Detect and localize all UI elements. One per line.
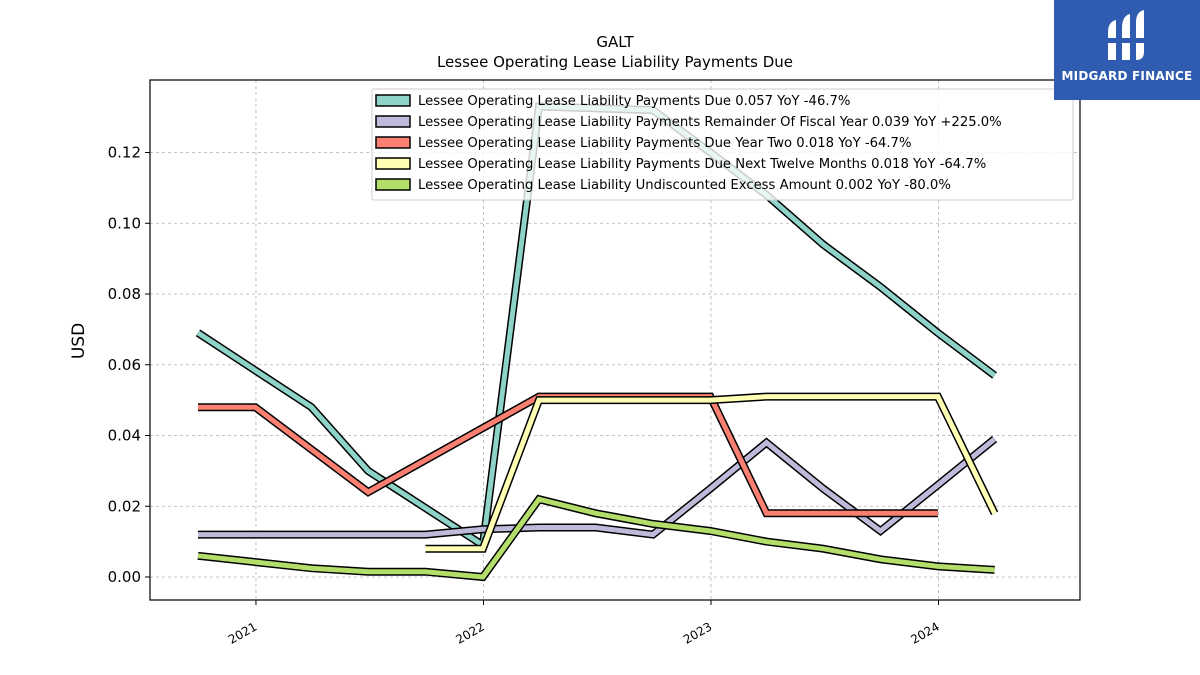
legend-label: Lessee Operating Lease Liability Undisco… bbox=[418, 178, 951, 193]
y-axis-label: USD bbox=[69, 323, 89, 359]
legend-swatch bbox=[375, 157, 411, 170]
x-tick-label: 2024 bbox=[908, 619, 941, 646]
chart-subtitle: Lessee Operating Lease Liability Payment… bbox=[437, 53, 793, 71]
legend: Lessee Operating Lease Liability Payment… bbox=[371, 88, 1074, 201]
chart-title: GALT bbox=[596, 33, 634, 51]
legend-label: Lessee Operating Lease Liability Payment… bbox=[418, 157, 986, 172]
brand-logo-icon bbox=[1106, 10, 1146, 60]
x-tick-label: 2023 bbox=[681, 619, 714, 646]
y-tick-label: 0.10 bbox=[108, 214, 141, 232]
legend-swatch bbox=[375, 136, 411, 149]
y-tick-label: 0.04 bbox=[108, 427, 141, 445]
y-tick-label: 0.00 bbox=[108, 568, 141, 586]
plot-frame bbox=[149, 79, 1081, 601]
brand-logo: MIDGARD FINANCE bbox=[1054, 0, 1200, 100]
legend-swatch bbox=[375, 94, 411, 107]
series-line-1 bbox=[198, 437, 997, 538]
y-tick-label: 0.12 bbox=[108, 144, 141, 162]
y-tick-label: 0.08 bbox=[108, 285, 141, 303]
series-line-4 bbox=[197, 496, 995, 580]
x-tick-label: 2021 bbox=[226, 619, 259, 646]
legend-swatch bbox=[375, 178, 411, 191]
series-line-3 bbox=[425, 394, 997, 552]
y-tick-label: 0.02 bbox=[108, 497, 141, 515]
legend-box bbox=[371, 88, 1074, 201]
x-tick-label: 2022 bbox=[453, 619, 486, 646]
y-tick-label: 0.06 bbox=[108, 356, 141, 374]
legend-label: Lessee Operating Lease Liability Payment… bbox=[418, 115, 1002, 130]
legend-swatch bbox=[375, 115, 411, 128]
legend-label: Lessee Operating Lease Liability Payment… bbox=[418, 94, 850, 109]
brand-logo-text: MIDGARD FINANCE bbox=[1061, 69, 1193, 83]
legend-label: Lessee Operating Lease Liability Payment… bbox=[418, 136, 911, 151]
